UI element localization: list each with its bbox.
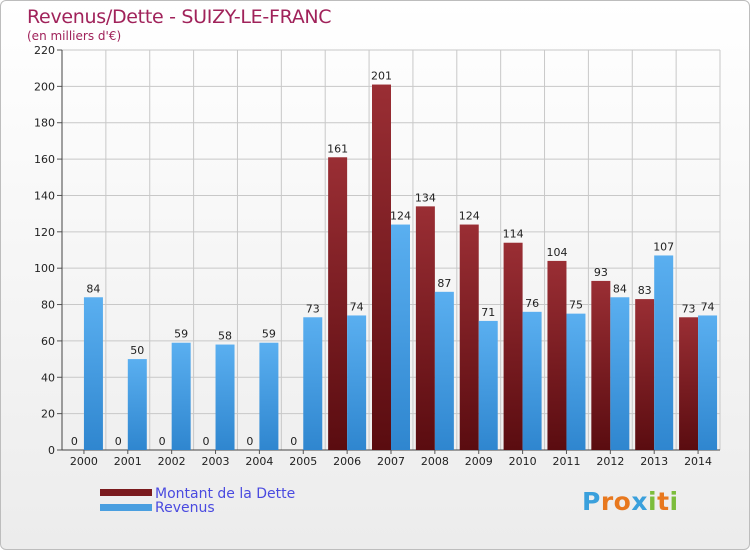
logo-letter: i bbox=[669, 487, 679, 516]
logo-letter: i bbox=[648, 487, 658, 516]
y-tick-label: 160 bbox=[34, 153, 55, 166]
data-label-revenus: 84 bbox=[86, 282, 100, 295]
y-tick-label: 20 bbox=[41, 408, 55, 421]
bar-dette bbox=[372, 84, 391, 450]
chart-title: Revenus/Dette - SUIZY-LE-FRANC bbox=[27, 6, 332, 28]
data-label-dette: 0 bbox=[246, 435, 253, 448]
x-tick-label: 2008 bbox=[421, 455, 449, 468]
logo-letter: o bbox=[613, 487, 632, 516]
legend-label-dette: Montant de la Dette bbox=[155, 486, 296, 502]
data-label-dette: 73 bbox=[682, 302, 696, 315]
y-tick-label: 80 bbox=[41, 299, 55, 312]
x-tick-label: 2002 bbox=[158, 455, 186, 468]
y-tick-label: 0 bbox=[48, 444, 55, 457]
legend-label-revenus: Revenus bbox=[155, 500, 215, 516]
data-label-revenus: 58 bbox=[218, 330, 232, 343]
data-label-revenus: 84 bbox=[613, 282, 627, 295]
bar-revenus bbox=[566, 313, 586, 450]
bar-dette bbox=[547, 260, 567, 450]
bar-revenus bbox=[215, 344, 235, 450]
data-label-dette: 0 bbox=[203, 435, 210, 448]
bar-dette bbox=[328, 157, 348, 451]
bar-revenus bbox=[478, 320, 498, 450]
x-tick-label: 2011 bbox=[552, 455, 580, 468]
data-label-dette: 0 bbox=[71, 435, 78, 448]
data-label-revenus: 71 bbox=[481, 306, 495, 319]
bar-revenus bbox=[610, 297, 630, 450]
bar-revenus bbox=[654, 255, 674, 450]
proxiti-logo: Proxiti bbox=[582, 487, 679, 516]
x-tick-label: 2000 bbox=[70, 455, 98, 468]
x-tick-label: 2009 bbox=[465, 455, 493, 468]
data-label-dette: 134 bbox=[415, 191, 436, 204]
data-label-revenus: 59 bbox=[174, 328, 188, 341]
logo-letter: r bbox=[600, 487, 614, 516]
bar-revenus bbox=[347, 315, 367, 450]
data-label-revenus: 76 bbox=[525, 297, 539, 310]
data-label-dette: 93 bbox=[594, 266, 608, 279]
x-tick-label: 2014 bbox=[684, 455, 712, 468]
bar-revenus bbox=[391, 224, 410, 450]
data-label-revenus: 59 bbox=[262, 328, 276, 341]
y-tick-label: 180 bbox=[34, 117, 55, 130]
y-tick-label: 40 bbox=[41, 371, 55, 384]
bar-revenus bbox=[171, 342, 191, 450]
data-label-dette: 161 bbox=[327, 142, 348, 155]
bar-dette bbox=[591, 280, 611, 450]
legend-swatch-revenus bbox=[100, 504, 152, 511]
x-tick-label: 2001 bbox=[114, 455, 142, 468]
data-label-dette: 201 bbox=[371, 70, 392, 83]
data-label-dette: 83 bbox=[638, 284, 652, 297]
y-tick-label: 100 bbox=[34, 262, 55, 275]
x-tick-label: 2012 bbox=[596, 455, 624, 468]
x-tick-label: 2004 bbox=[245, 455, 273, 468]
logo-letter: t bbox=[657, 487, 670, 516]
x-tick-label: 2006 bbox=[333, 455, 361, 468]
bar-revenus bbox=[698, 315, 718, 450]
bar-dette bbox=[679, 317, 699, 450]
data-labels: 0 84 0 50 0 59 0 58 0 59 0 73 161 74 201 124 134 87 124 71 1… bbox=[71, 70, 715, 448]
data-label-revenus: 74 bbox=[701, 300, 715, 313]
data-label-dette: 0 bbox=[159, 435, 166, 448]
y-tick-label: 60 bbox=[41, 335, 55, 348]
data-label-revenus: 124 bbox=[390, 210, 411, 223]
logo-letter: x bbox=[631, 487, 648, 516]
data-label-revenus: 87 bbox=[437, 277, 451, 290]
bar-revenus bbox=[303, 317, 323, 450]
y-tick-label: 220 bbox=[34, 44, 55, 57]
data-label-dette: 114 bbox=[503, 228, 524, 241]
bar-revenus bbox=[434, 291, 454, 450]
data-label-dette: 0 bbox=[290, 435, 297, 448]
bars bbox=[83, 84, 718, 451]
bar-dette bbox=[635, 299, 655, 450]
y-tick-label: 120 bbox=[34, 226, 55, 239]
data-label-revenus: 107 bbox=[653, 240, 674, 253]
data-label-revenus: 75 bbox=[569, 299, 583, 312]
legend-swatch-dette bbox=[100, 489, 152, 496]
data-label-revenus: 50 bbox=[130, 344, 144, 357]
data-label-dette: 0 bbox=[115, 435, 122, 448]
bar-revenus bbox=[259, 342, 279, 450]
data-label-dette: 124 bbox=[459, 210, 480, 223]
bar-dette bbox=[503, 242, 523, 450]
y-tick-label: 200 bbox=[34, 80, 55, 93]
bar-dette bbox=[459, 224, 479, 450]
x-tick-label: 2010 bbox=[509, 455, 537, 468]
data-label-dette: 104 bbox=[546, 246, 567, 259]
data-label-revenus: 73 bbox=[306, 302, 320, 315]
bar-revenus bbox=[522, 311, 542, 450]
logo-letter: P bbox=[582, 487, 601, 516]
data-label-revenus: 74 bbox=[350, 300, 364, 313]
chart-subtitle: (en milliers d'€) bbox=[27, 29, 122, 43]
x-tick-label: 2003 bbox=[202, 455, 230, 468]
bar-dette bbox=[415, 206, 435, 450]
x-tick-label: 2013 bbox=[640, 455, 668, 468]
y-tick-label: 140 bbox=[34, 189, 55, 202]
x-tick-label: 2007 bbox=[377, 455, 405, 468]
bar-revenus bbox=[127, 359, 147, 450]
bar-revenus bbox=[83, 297, 103, 450]
x-tick-label: 2005 bbox=[289, 455, 317, 468]
